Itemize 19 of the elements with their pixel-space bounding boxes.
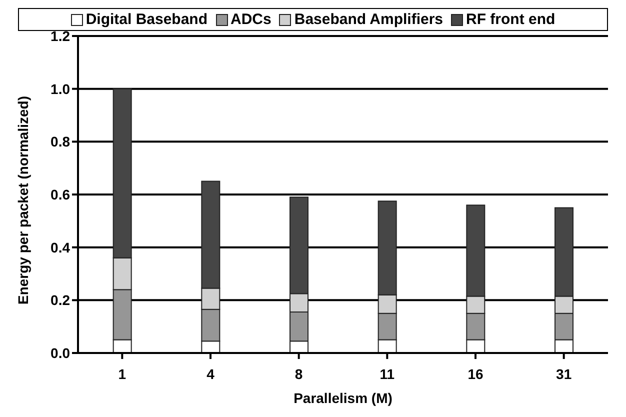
x-tick-label: 4 — [206, 366, 215, 382]
y-axis-title: Energy per packet (normalized) — [14, 96, 31, 304]
y-tick-label: 0.2 — [50, 292, 70, 308]
y-tick-label: 0.8 — [50, 134, 70, 150]
y-tick-label: 1.0 — [50, 80, 70, 97]
x-axis-title: Parallelism (M) — [294, 390, 392, 406]
legend-label: Baseband Amplifiers — [294, 11, 444, 28]
legend-label: RF front end — [466, 11, 556, 28]
x-tick-label: 8 — [294, 366, 303, 382]
legend-label: ADCs — [230, 11, 272, 28]
y-tick-label: 0.4 — [50, 239, 70, 256]
y-tick-label: 0.0 — [50, 344, 70, 361]
legend-label: Digital Baseband — [86, 11, 208, 28]
y-tick-label: 0.6 — [50, 186, 70, 202]
x-tick-label: 11 — [380, 366, 395, 382]
x-tick-label: 1 — [118, 366, 126, 382]
y-tick-label: 1.2 — [50, 28, 70, 44]
x-tick-label: 16 — [468, 366, 484, 382]
x-tick-label: 31 — [556, 366, 572, 382]
